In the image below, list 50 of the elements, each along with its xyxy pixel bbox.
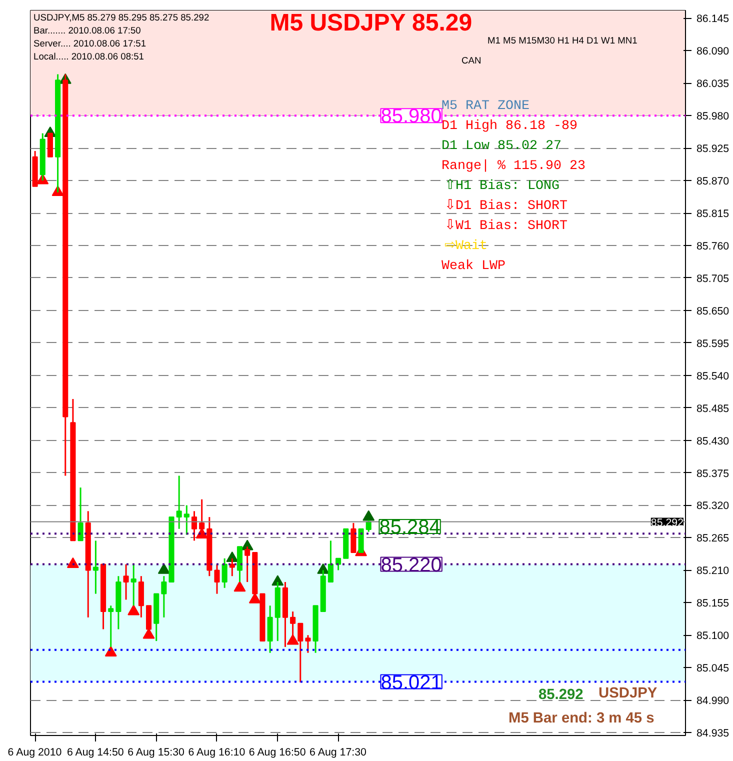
y-tick-label: 85.375	[696, 468, 730, 480]
annotation: M5 Bar end: 3 m 45 s	[508, 710, 654, 726]
y-tick-label: 85.925	[696, 143, 730, 156]
y-tick-label: 85.320	[696, 500, 730, 512]
annotation: M1 M5 M15M30 H1 H4 D1 W1 MN1	[488, 36, 638, 46]
y-tick-label: 85.430	[696, 435, 730, 448]
y-tick-label: 84.990	[696, 695, 730, 708]
x-tick-label: 6 Aug 16:10	[188, 746, 246, 758]
y-tick-label: 85.265	[696, 532, 730, 545]
x-tick-label: 6 Aug 15:30	[128, 746, 185, 758]
annotation: ⇨Wait	[444, 239, 488, 254]
y-tick-label: 84.935	[696, 728, 730, 740]
annotation: Range| % 115.90 23	[442, 159, 586, 174]
y-tick-label: 85.650	[696, 305, 730, 318]
annotation: Server.... 2010.08.06 17:51	[34, 38, 146, 48]
y-tick-label: 85.705	[696, 272, 730, 285]
x-tick-label: 6 Aug 17:30	[310, 746, 367, 758]
annotation: USDJPY	[598, 686, 658, 702]
y-tick-label: 86.035	[696, 78, 730, 90]
annotation: Bar....... 2010.08.06 17:50	[34, 26, 141, 36]
x-tick-label: 6 Aug 14:50	[66, 746, 124, 758]
y-tick-label: 85.595	[696, 338, 730, 350]
y-tick-label: 86.145	[696, 13, 730, 26]
y-tick-label: 85.815	[696, 208, 730, 220]
annotation: M5 RAT ZONE	[442, 99, 530, 114]
annotation: CAN	[462, 56, 482, 66]
x-tick-label: 6 Aug 2010	[8, 746, 62, 758]
annotation: Local..... 2010.08.06 08:51	[34, 52, 144, 62]
y-tick-label: 86.090	[696, 46, 730, 58]
y-tick-label: 85.870	[696, 176, 730, 188]
annotation: ⇩D1 Bias: SHORT	[444, 199, 568, 214]
y-tick-label: 85.760	[696, 240, 730, 252]
x-tick-label: 6 Aug 16:50	[248, 746, 306, 758]
ref-line-label: 85.980	[380, 106, 442, 128]
y-tick-label: 85.100	[696, 630, 730, 642]
annotation: ⇩W1 Bias: SHORT	[444, 219, 568, 234]
annotation: Weak LWP	[442, 259, 506, 274]
ref-line-label: 85.292	[650, 516, 684, 529]
annotation: D1 Low 85.02 27	[442, 139, 562, 154]
y-tick-label: 85.540	[696, 370, 730, 382]
y-tick-label: 85.980	[696, 110, 730, 123]
y-tick-label: 85.155	[696, 598, 730, 610]
annotation: 85.292	[538, 687, 584, 703]
annotation: USDJPY,M5 85.279 85.295 85.275 85.292	[34, 12, 210, 22]
chart-title: M5 USDJPY 85.29	[270, 10, 472, 36]
y-tick-label: 85.485	[696, 402, 730, 415]
annotation: D1 High 86.18 -89	[442, 119, 578, 134]
annotation: ⇧H1 Bias: LONG	[444, 179, 560, 194]
y-tick-label: 85.210	[696, 565, 730, 578]
y-tick-label: 85.045	[696, 662, 730, 675]
